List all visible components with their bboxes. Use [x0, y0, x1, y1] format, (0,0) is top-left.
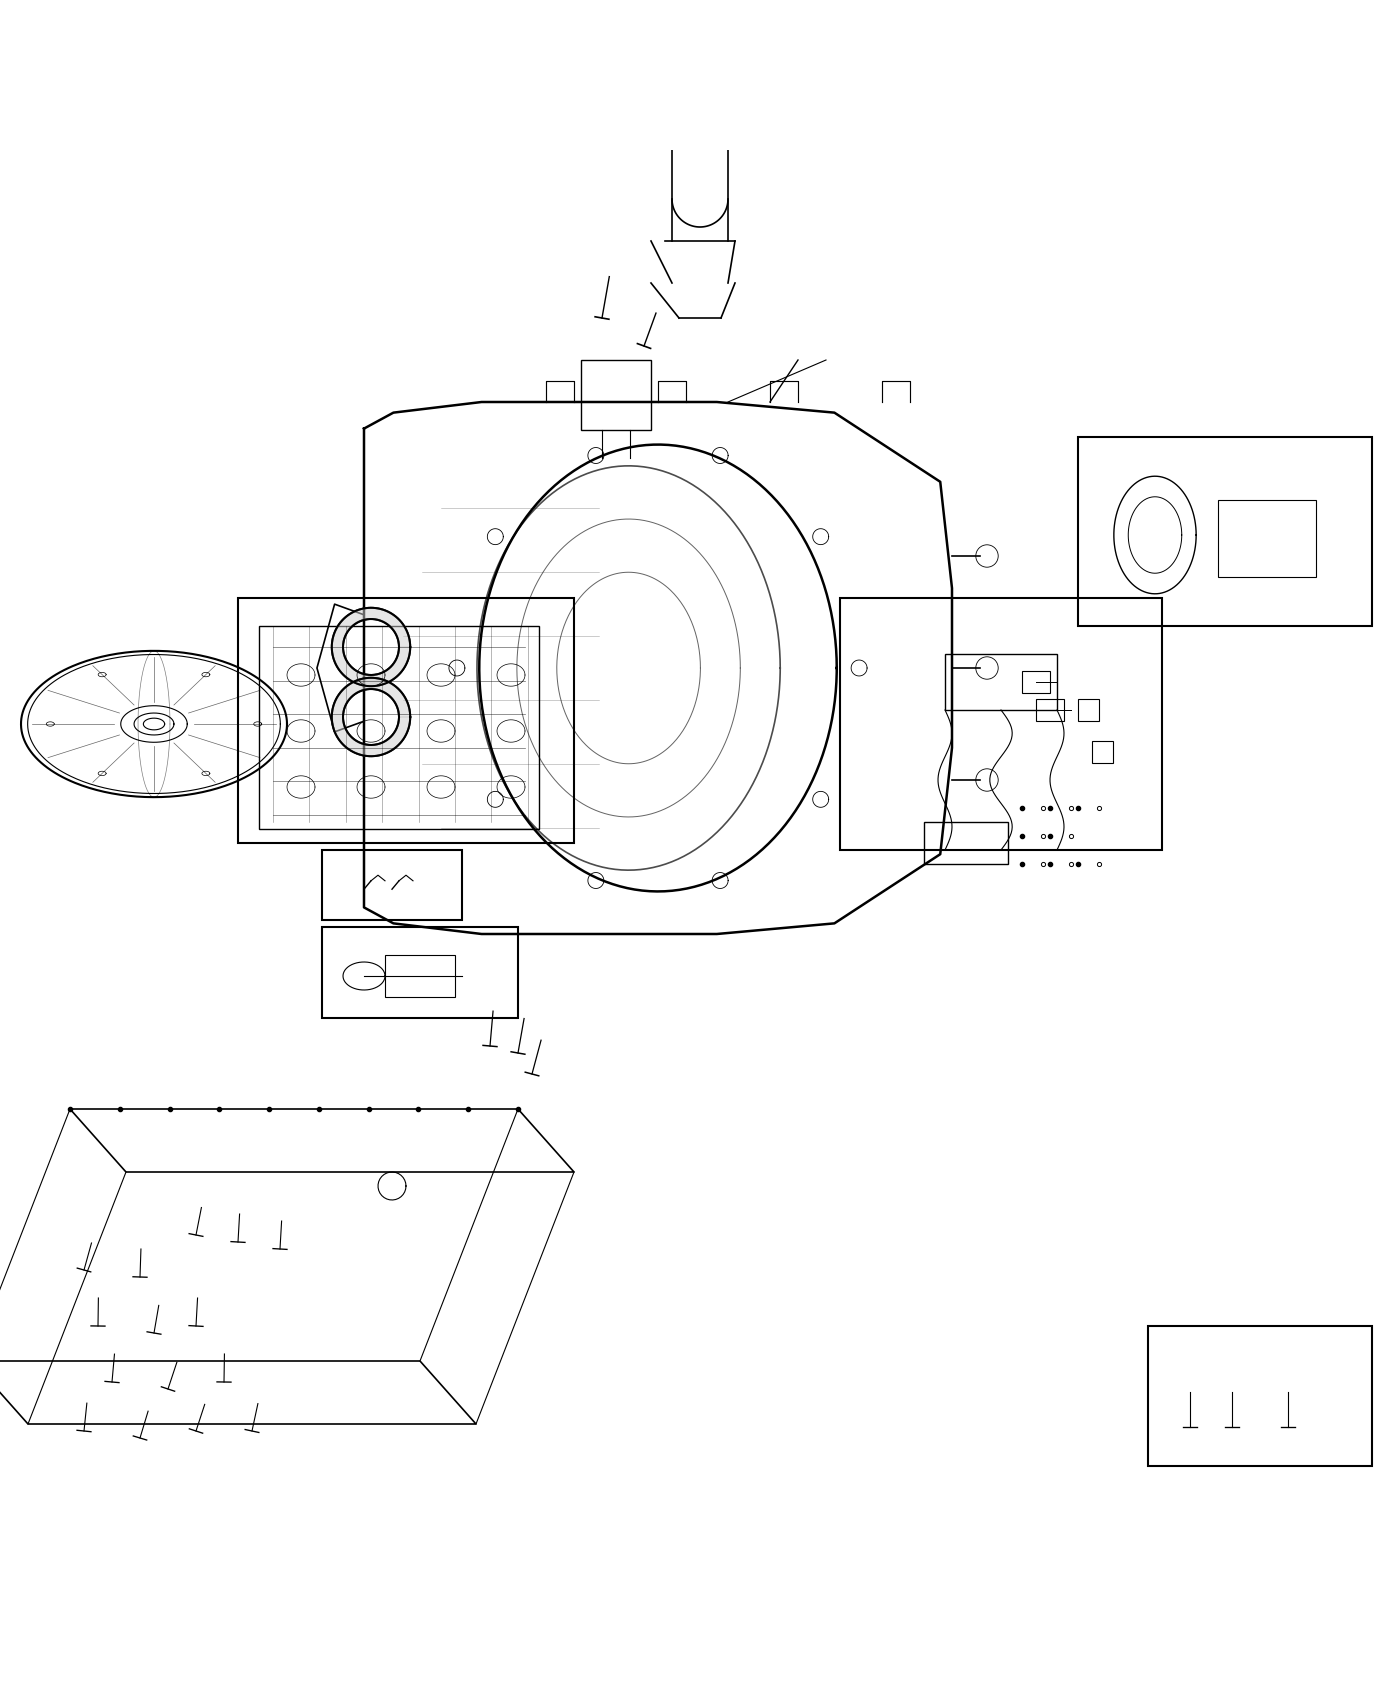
- Bar: [259, 626, 539, 830]
- Bar: [581, 360, 651, 430]
- Bar: [945, 654, 1057, 711]
- Bar: [1022, 672, 1050, 694]
- Bar: [840, 598, 1162, 850]
- Bar: [322, 927, 518, 1018]
- Bar: [1036, 699, 1064, 721]
- Bar: [238, 598, 574, 843]
- Bar: [322, 850, 462, 920]
- Bar: [1218, 500, 1316, 576]
- Bar: [1078, 437, 1372, 626]
- Polygon shape: [332, 609, 410, 687]
- Polygon shape: [332, 678, 410, 756]
- Bar: [1092, 741, 1113, 763]
- Bar: [1078, 699, 1099, 721]
- Bar: [924, 823, 1008, 864]
- Bar: [385, 955, 455, 996]
- Bar: [1148, 1326, 1372, 1465]
